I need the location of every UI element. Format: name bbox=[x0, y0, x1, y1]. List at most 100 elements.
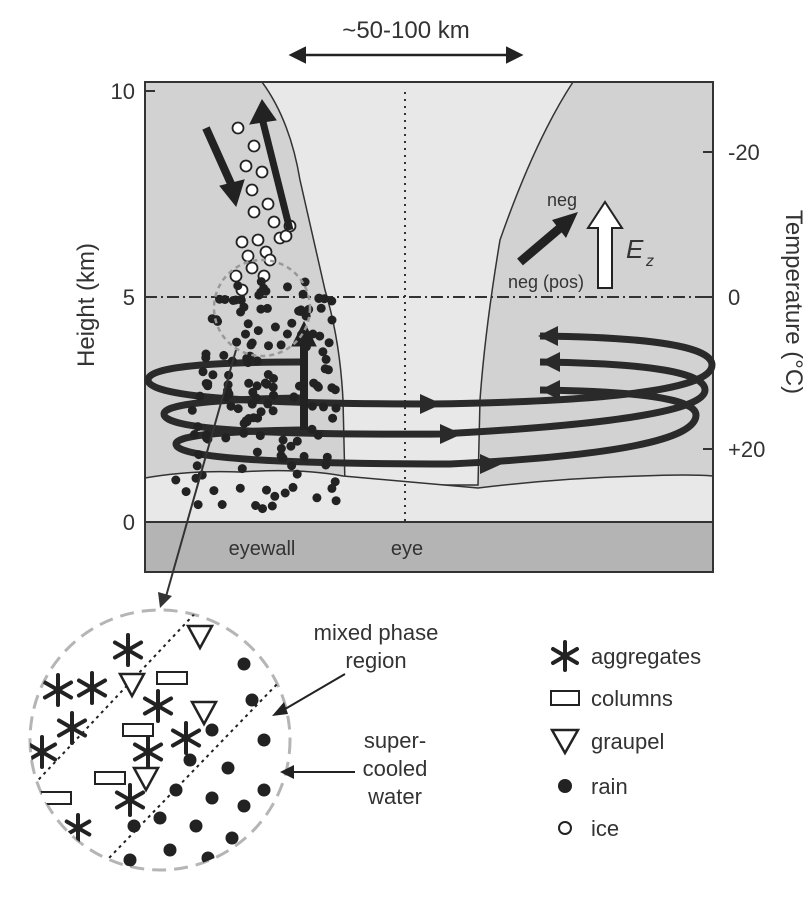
rain-particle bbox=[193, 500, 203, 510]
rain-particle bbox=[327, 315, 337, 325]
inset-pointer bbox=[158, 349, 237, 608]
rain-particle bbox=[257, 733, 271, 747]
rain-particle bbox=[255, 431, 265, 441]
rain-particle bbox=[153, 811, 167, 825]
aggregate-particle bbox=[30, 735, 58, 769]
y-axis: 10 5 0 Height (km) bbox=[73, 79, 155, 535]
ice-particle bbox=[247, 205, 261, 219]
rain-particle bbox=[171, 475, 181, 485]
rain-particle bbox=[328, 413, 338, 423]
rain-particle bbox=[259, 283, 269, 293]
rain-particle bbox=[289, 392, 299, 402]
rain-particle bbox=[292, 469, 302, 479]
rain-particle bbox=[205, 791, 219, 805]
rain-particle bbox=[251, 501, 261, 510]
ground bbox=[145, 522, 713, 572]
rain-particle bbox=[268, 382, 278, 392]
rain-particle bbox=[241, 329, 250, 339]
rain-particle bbox=[192, 461, 202, 471]
ice-particle bbox=[229, 269, 243, 283]
rain-particle bbox=[252, 356, 262, 366]
rain-particle bbox=[195, 391, 205, 401]
inset-annotations: mixed phase region super- cooled water bbox=[272, 620, 438, 809]
ice-particle bbox=[255, 165, 269, 179]
rain-particle bbox=[189, 819, 203, 833]
rain-particle bbox=[262, 303, 272, 313]
graupel-particle bbox=[117, 672, 147, 699]
y-tick-0: 0 bbox=[123, 510, 135, 535]
plot-frame bbox=[144, 81, 714, 573]
supercooled-label-line2: cooled bbox=[363, 756, 428, 781]
rain-particle bbox=[252, 381, 262, 391]
rain-particle bbox=[270, 491, 280, 501]
ice-particle bbox=[241, 249, 255, 263]
legend-columns: columns bbox=[550, 686, 673, 711]
rain-particle bbox=[307, 424, 317, 434]
rain-particle bbox=[312, 493, 322, 503]
rain-particle bbox=[256, 304, 266, 314]
rain-particle bbox=[181, 487, 191, 497]
rain-particle bbox=[331, 496, 341, 506]
rain-particle bbox=[283, 282, 292, 292]
rain-particle bbox=[190, 430, 199, 439]
eye-label: eye bbox=[391, 538, 423, 560]
supercooled-label-line1: super- bbox=[364, 728, 426, 753]
legend-aggregates: aggregates bbox=[551, 640, 701, 672]
plot-area bbox=[145, 82, 713, 572]
rain-particle bbox=[276, 451, 286, 461]
inset-magnified-view bbox=[28, 608, 292, 872]
rain-particle bbox=[263, 370, 273, 379]
boundary-layer bbox=[145, 469, 713, 523]
rain-particle bbox=[260, 378, 270, 388]
aggregate-particle bbox=[170, 721, 202, 755]
graupel-particle bbox=[131, 766, 161, 793]
rain-particle bbox=[324, 338, 334, 348]
ice-particle bbox=[245, 183, 259, 197]
legend-aggregates-label: aggregates bbox=[591, 644, 701, 669]
spiral-arrowheads bbox=[420, 326, 560, 474]
rain-particle bbox=[327, 296, 337, 306]
rain-particle bbox=[313, 430, 323, 440]
mixed-phase-highlight bbox=[212, 258, 312, 358]
neg-label: neg bbox=[547, 190, 577, 210]
ice-particle bbox=[231, 121, 245, 135]
rain-particle bbox=[327, 483, 337, 493]
y2-tick-0: 0 bbox=[728, 285, 740, 310]
rain-particle bbox=[236, 307, 246, 317]
rain-particle bbox=[236, 295, 246, 305]
rain-particle bbox=[193, 422, 203, 432]
rain-particle bbox=[257, 783, 271, 797]
mixed-phase-label-line1: mixed phase bbox=[314, 620, 439, 645]
y2-tick-plus20: +20 bbox=[728, 437, 765, 462]
rain-particle bbox=[226, 401, 236, 411]
rain-particle bbox=[316, 303, 326, 313]
rain-particle bbox=[287, 318, 297, 328]
y-axis-label: Height (km) bbox=[73, 243, 100, 367]
rain-particle bbox=[220, 295, 230, 304]
rain-particle bbox=[163, 843, 177, 857]
ez-subscript: z bbox=[645, 253, 654, 270]
rain-particle bbox=[237, 464, 247, 474]
rain-particle bbox=[251, 393, 261, 403]
ice-particle bbox=[261, 197, 275, 211]
rain-particle bbox=[219, 350, 229, 360]
rain-particle bbox=[237, 657, 251, 671]
rain-particle bbox=[221, 433, 231, 443]
legend-columns-label: columns bbox=[591, 686, 673, 711]
rain-particle bbox=[141, 869, 155, 870]
legend: aggregates columns graupel rain ice bbox=[549, 640, 701, 841]
rain-particle bbox=[169, 783, 183, 797]
rain-particle bbox=[237, 799, 251, 813]
rain-particle bbox=[270, 322, 280, 332]
y2-axis-label: Temperature (°C) bbox=[780, 210, 803, 394]
ice-particle bbox=[267, 215, 281, 229]
aggregate-particle bbox=[56, 711, 88, 745]
rain-particle bbox=[268, 406, 278, 416]
inset-particles bbox=[30, 624, 271, 870]
rain-particle bbox=[258, 504, 267, 514]
rain-particle bbox=[330, 385, 340, 395]
rain-particle bbox=[294, 306, 304, 316]
rain-particle bbox=[320, 364, 330, 374]
span-arrow: ~50-100 km bbox=[288, 17, 524, 64]
